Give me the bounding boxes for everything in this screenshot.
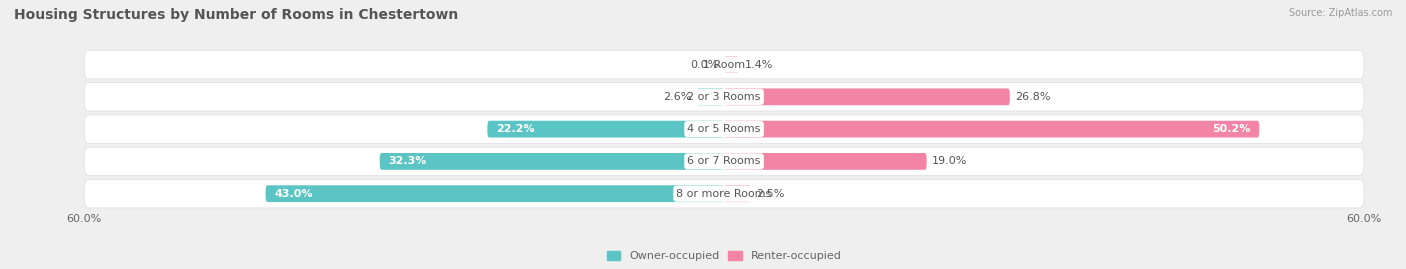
FancyBboxPatch shape (84, 83, 1364, 111)
Text: 19.0%: 19.0% (932, 156, 967, 167)
Text: 8 or more Rooms: 8 or more Rooms (676, 189, 772, 199)
FancyBboxPatch shape (724, 56, 740, 73)
Text: 26.8%: 26.8% (1015, 92, 1050, 102)
FancyBboxPatch shape (84, 179, 1364, 208)
FancyBboxPatch shape (724, 185, 751, 202)
Text: 0.0%: 0.0% (690, 59, 718, 70)
Legend: Owner-occupied, Renter-occupied: Owner-occupied, Renter-occupied (602, 246, 846, 266)
FancyBboxPatch shape (380, 153, 724, 170)
Text: 4 or 5 Rooms: 4 or 5 Rooms (688, 124, 761, 134)
Text: 2.5%: 2.5% (756, 189, 785, 199)
FancyBboxPatch shape (84, 115, 1364, 143)
Text: 32.3%: 32.3% (388, 156, 426, 167)
FancyBboxPatch shape (488, 121, 724, 137)
FancyBboxPatch shape (266, 185, 724, 202)
Text: 1.4%: 1.4% (744, 59, 773, 70)
Text: 6 or 7 Rooms: 6 or 7 Rooms (688, 156, 761, 167)
Text: 1 Room: 1 Room (703, 59, 745, 70)
FancyBboxPatch shape (724, 89, 1010, 105)
Text: Source: ZipAtlas.com: Source: ZipAtlas.com (1288, 8, 1392, 18)
FancyBboxPatch shape (84, 50, 1364, 79)
FancyBboxPatch shape (724, 121, 1260, 137)
FancyBboxPatch shape (696, 89, 724, 105)
Text: 22.2%: 22.2% (496, 124, 534, 134)
Text: 43.0%: 43.0% (274, 189, 312, 199)
Text: 2 or 3 Rooms: 2 or 3 Rooms (688, 92, 761, 102)
FancyBboxPatch shape (724, 153, 927, 170)
Text: 2.6%: 2.6% (662, 92, 690, 102)
Text: 50.2%: 50.2% (1212, 124, 1251, 134)
FancyBboxPatch shape (84, 147, 1364, 176)
Text: Housing Structures by Number of Rooms in Chestertown: Housing Structures by Number of Rooms in… (14, 8, 458, 22)
